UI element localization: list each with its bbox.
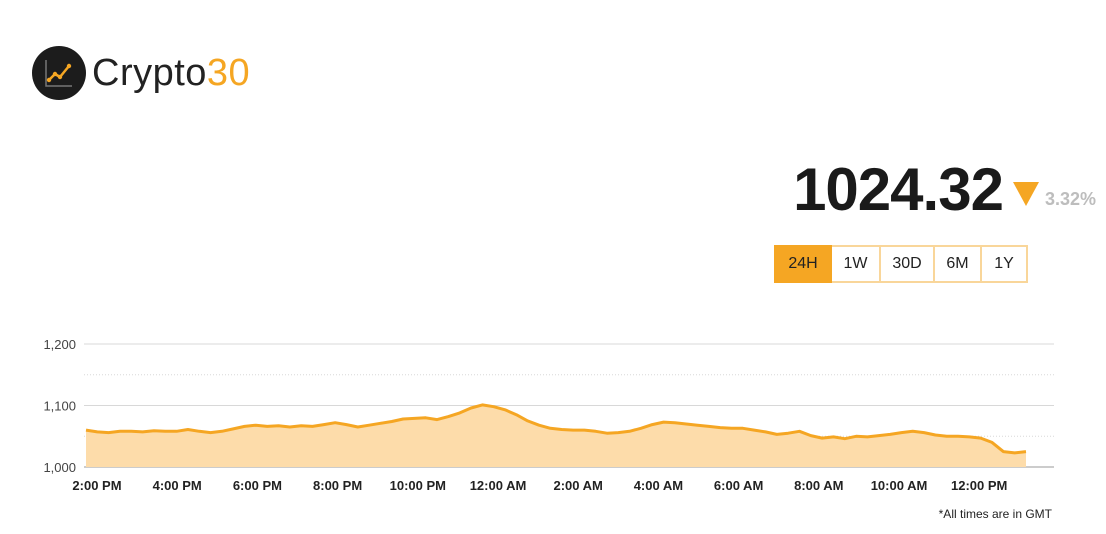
brand-name-main: Crypto <box>92 52 207 94</box>
price-area <box>86 404 1026 467</box>
brand-name-accent: 30 <box>206 52 251 94</box>
brand-logo[interactable]: Crypto30 <box>32 46 250 100</box>
brand-name: Crypto30 <box>92 54 250 92</box>
range-button-30d[interactable]: 30D <box>881 245 935 283</box>
price-chart[interactable]: 1,000 1,100 1,200 2:00 PM 4:00 PM 6:00 PM 8:00… <box>0 330 1106 500</box>
x-tick-label: 2:00 AM <box>554 478 603 493</box>
range-button-1y[interactable]: 1Y <box>982 245 1028 283</box>
line-chart-icon <box>32 46 86 100</box>
range-button-1w[interactable]: 1W <box>832 245 881 283</box>
x-tick-label: 10:00 AM <box>871 478 928 493</box>
x-tick-label: 6:00 AM <box>714 478 763 493</box>
price-change: 3.32% <box>1044 189 1096 209</box>
x-tick-label: 8:00 AM <box>794 478 843 493</box>
price-line <box>85 403 1027 455</box>
x-tick-label: 4:00 PM <box>153 478 202 493</box>
y-tick-label: 1,100 <box>43 399 76 414</box>
x-tick-label: 2:00 PM <box>72 478 121 493</box>
x-tick-label: 8:00 PM <box>313 478 362 493</box>
y-tick-label: 1,200 <box>43 337 76 352</box>
x-tick-label: 12:00 PM <box>951 478 1007 493</box>
x-tick-label: 6:00 PM <box>233 478 282 493</box>
x-tick-label: 12:00 AM <box>470 478 527 493</box>
y-tick-label: 1,000 <box>43 460 76 475</box>
arrow-down-icon <box>1012 182 1039 206</box>
range-button-24h[interactable]: 24H <box>774 245 832 283</box>
x-tick-label: 4:00 AM <box>634 478 683 493</box>
x-tick-label: 10:00 PM <box>390 478 446 493</box>
range-selector: 24H 1W 30D 6M 1Y <box>774 245 1028 283</box>
price-block: 1024.32 3.32% <box>793 160 1096 220</box>
timezone-footnote: *All times are in GMT <box>938 507 1052 521</box>
current-price: 1024.32 <box>793 156 1004 223</box>
range-button-6m[interactable]: 6M <box>935 245 982 283</box>
